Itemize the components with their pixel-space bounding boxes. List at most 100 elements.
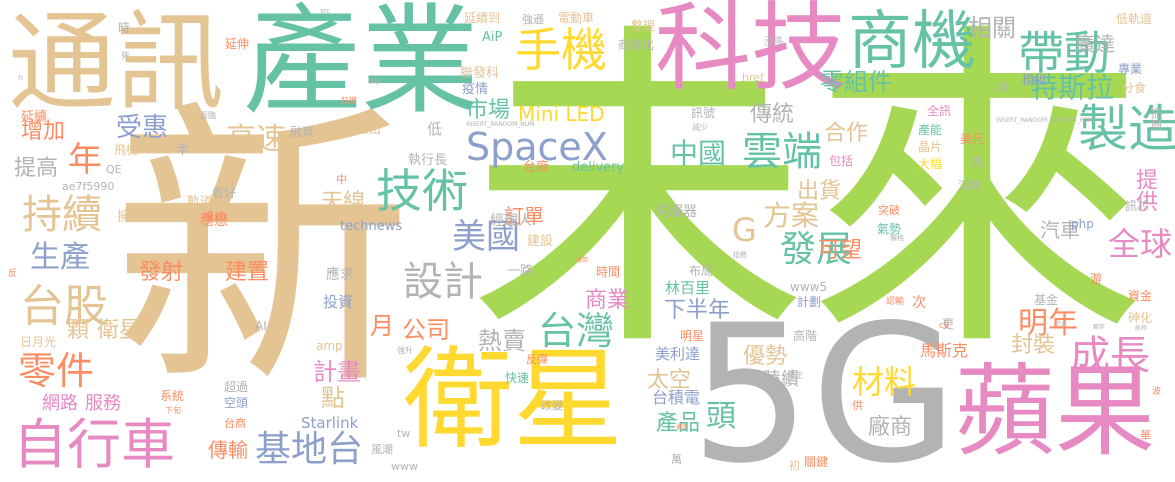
word: 華 xyxy=(1140,429,1151,442)
word: 死 xyxy=(121,52,131,62)
word: 台積電 xyxy=(652,388,701,407)
word: 台股 xyxy=(20,281,108,332)
word: 年 xyxy=(68,140,102,180)
word: 快速 xyxy=(505,371,530,385)
word: n xyxy=(18,73,24,82)
word: delivery xyxy=(572,160,625,175)
word: 訊芯 xyxy=(1125,199,1150,213)
word: 公司 xyxy=(402,316,450,344)
word: 明星 xyxy=(680,329,705,343)
word: 飛機 xyxy=(114,143,139,157)
word: 服務 xyxy=(85,393,121,414)
word: src xyxy=(320,7,331,15)
word: 關鍵 xyxy=(804,455,829,469)
word: 商機 xyxy=(848,5,976,79)
word: 台商 xyxy=(224,417,246,430)
word: 美利達 xyxy=(655,345,701,363)
word: 台灣 xyxy=(538,309,615,353)
word: 增加 xyxy=(21,119,66,144)
word: 可望 xyxy=(818,238,863,263)
word: 分食 xyxy=(1122,81,1147,95)
word: 擁有 xyxy=(117,209,145,225)
word: 5G xyxy=(690,284,959,482)
word: 模組 xyxy=(1022,73,1047,87)
word: 高階 xyxy=(793,329,818,343)
word: 伺服器 xyxy=(655,204,697,220)
word: 汽車 xyxy=(1040,218,1080,242)
word: 訊號 xyxy=(691,106,716,120)
word: href xyxy=(742,71,764,84)
word: 傳輸 xyxy=(208,438,248,462)
word: 指數 xyxy=(733,251,747,259)
word: 應求 xyxy=(326,267,354,283)
word: 改變 xyxy=(541,399,563,412)
word: 計劃 xyxy=(797,295,822,309)
word: 強升 xyxy=(397,346,413,355)
word: 反 xyxy=(8,269,18,279)
word: 顆 xyxy=(67,318,90,343)
word: 設計 xyxy=(403,259,483,305)
word: 兆 xyxy=(972,155,985,169)
word: 投資 xyxy=(323,293,354,311)
word: 持續 xyxy=(22,192,102,238)
word: 相關 xyxy=(968,14,1016,42)
word: 砷化 xyxy=(1128,311,1153,325)
word: cb xyxy=(994,80,1009,94)
word: 新 xyxy=(112,77,412,426)
word: G xyxy=(732,211,757,249)
word: ck xyxy=(939,321,950,331)
word: 未來 xyxy=(468,0,1148,392)
word: 狂增 xyxy=(341,96,357,105)
word: 頭 xyxy=(706,399,736,434)
word: 太空 xyxy=(647,368,692,393)
word: 資金 xyxy=(1128,289,1153,303)
word: 畫面 xyxy=(676,424,689,431)
word: 沉澱 xyxy=(958,179,980,192)
word: amp xyxy=(316,339,343,353)
word: 修正 xyxy=(787,371,803,380)
word: 點 xyxy=(321,384,345,412)
word: 訂單 xyxy=(504,204,544,228)
word: 自行車 xyxy=(13,413,175,476)
word: QE xyxy=(106,163,122,176)
word: 整理 xyxy=(631,19,656,33)
word: 產能 xyxy=(918,123,943,137)
word: 建置 xyxy=(225,260,270,285)
word: 發展 xyxy=(780,229,853,270)
word: 材料 xyxy=(852,363,917,401)
word: 方案 xyxy=(763,199,820,232)
word: 軌道 xyxy=(187,195,214,210)
word: 波 xyxy=(1152,387,1162,397)
word: 穩懋 xyxy=(200,213,228,229)
word: 廠商 xyxy=(868,415,913,440)
word: 封裝 xyxy=(1011,333,1056,358)
word: 債券 xyxy=(576,257,589,264)
word: 零件 xyxy=(18,349,95,393)
word: 明年 xyxy=(1018,306,1078,341)
word: 更 xyxy=(942,317,955,331)
word: 蘋果 xyxy=(955,353,1155,470)
word: 發射 xyxy=(139,260,184,285)
word: 衛星 xyxy=(97,318,142,343)
word: 日月光 xyxy=(20,335,57,349)
word: 一路 xyxy=(507,264,534,279)
word: 專業 xyxy=(1118,62,1143,76)
word: 能夠 xyxy=(1135,325,1148,332)
word: 下旬 xyxy=(165,406,181,415)
word: AI xyxy=(255,319,267,333)
word: 初 xyxy=(789,459,800,472)
word: 超過 xyxy=(224,380,249,394)
word: 振興 xyxy=(1149,107,1163,131)
word: 延續 xyxy=(21,110,48,125)
word: 市場 xyxy=(466,98,511,123)
word: 系統 xyxy=(160,389,185,403)
word: 氣勢 xyxy=(877,222,902,236)
word: 產業 xyxy=(243,0,480,130)
word: 產品 xyxy=(656,411,701,436)
word: 空頭 xyxy=(224,396,249,410)
word: 全球 xyxy=(1108,225,1173,263)
word: www xyxy=(391,460,418,473)
word: 執行長 xyxy=(408,153,448,168)
word: 傳統 xyxy=(750,102,795,127)
